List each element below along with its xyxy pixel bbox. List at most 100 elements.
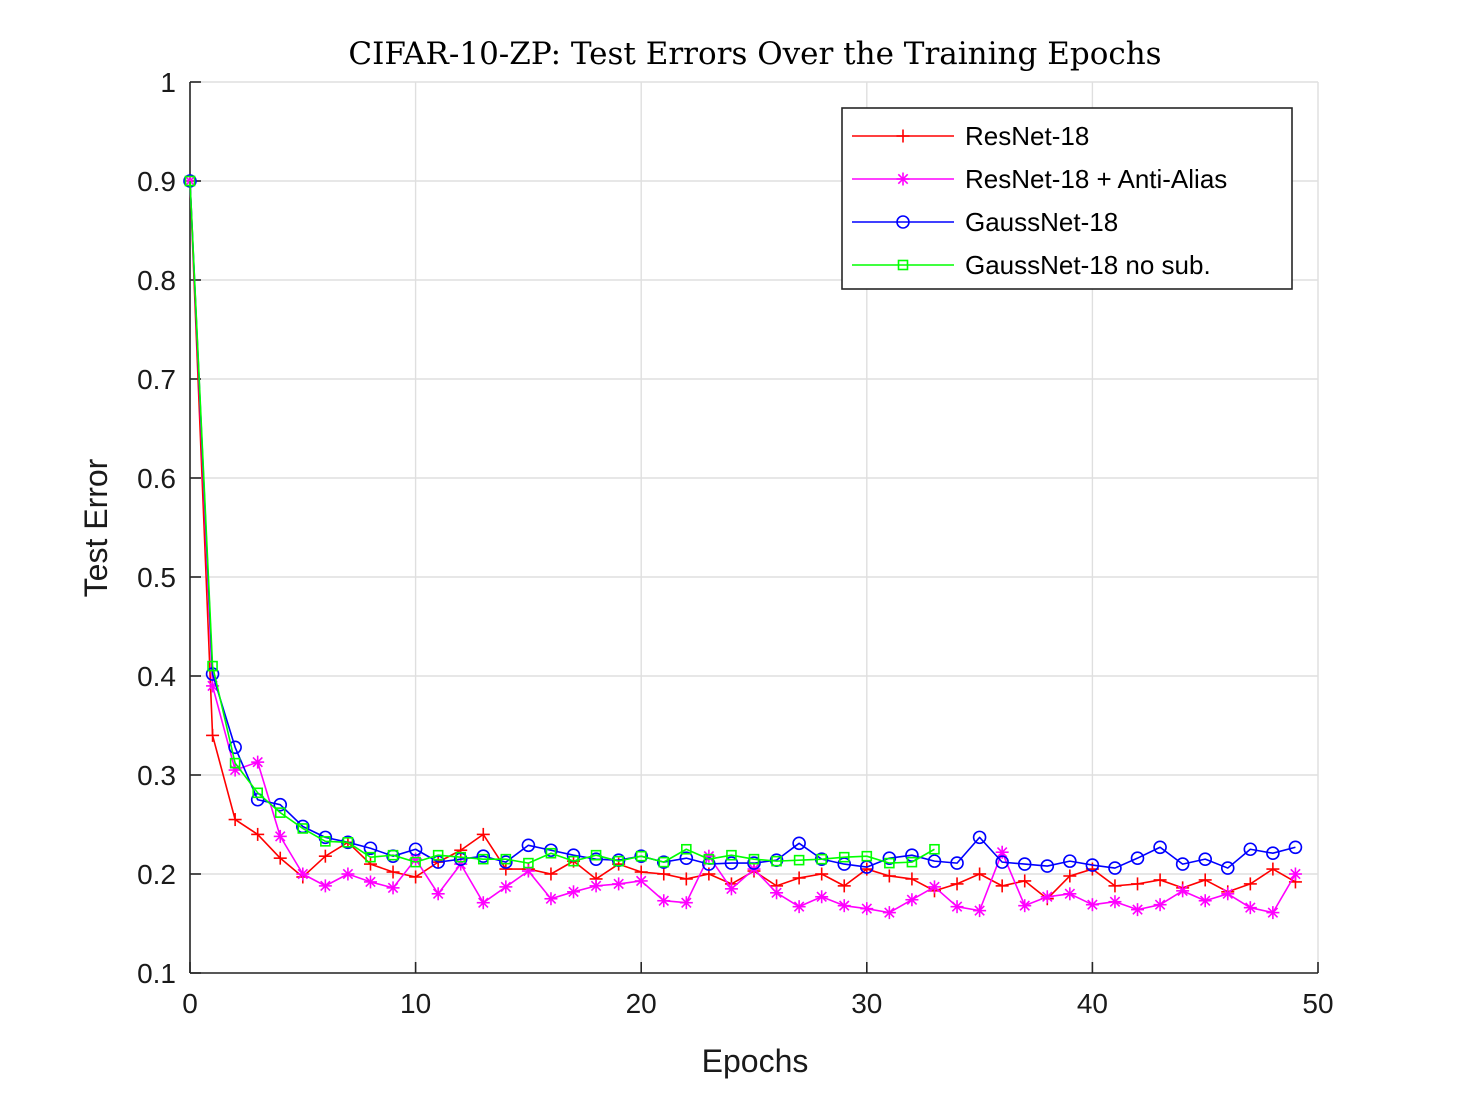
data-point bbox=[590, 849, 602, 861]
data-point bbox=[363, 841, 378, 856]
y-tick-label: 0.8 bbox=[137, 265, 176, 296]
y-tick-label: 0.1 bbox=[137, 958, 176, 989]
data-point bbox=[635, 850, 647, 862]
data-point bbox=[318, 849, 332, 863]
data-point bbox=[837, 857, 852, 871]
data-point bbox=[544, 892, 558, 906]
legend-item: ResNet-18 + Anti-Alias bbox=[852, 164, 1227, 194]
data-point bbox=[545, 847, 557, 859]
data-point bbox=[816, 853, 827, 865]
data-point bbox=[544, 867, 558, 881]
data-point bbox=[476, 827, 490, 841]
data-point bbox=[1198, 894, 1212, 908]
data-point bbox=[410, 856, 421, 868]
data-point bbox=[792, 871, 806, 885]
x-tick-label: 30 bbox=[851, 988, 882, 1019]
data-point bbox=[1040, 859, 1055, 873]
data-point bbox=[613, 855, 624, 867]
data-point bbox=[657, 867, 671, 881]
data-point bbox=[815, 867, 829, 881]
data-point bbox=[656, 855, 671, 869]
data-point bbox=[251, 827, 265, 841]
x-axis-label: Epochs bbox=[702, 1043, 809, 1079]
data-point bbox=[568, 855, 579, 867]
data-point bbox=[251, 755, 265, 769]
y-tick-label: 0.3 bbox=[137, 760, 176, 791]
data-point bbox=[476, 896, 490, 910]
tick-labels: 0 10 20 30 40 50 0.1 0.2 0.3 0.4 0.5 0.6 0.7 0.8 0.9 1 bbox=[137, 67, 1334, 1019]
data-point bbox=[905, 872, 919, 886]
data-point bbox=[500, 853, 512, 865]
data-point bbox=[454, 843, 468, 857]
data-point bbox=[724, 882, 738, 896]
legend-marker bbox=[896, 129, 910, 143]
data-point bbox=[950, 856, 964, 870]
data-point bbox=[521, 838, 536, 853]
data-point bbox=[793, 854, 805, 866]
data-point bbox=[228, 740, 242, 755]
legend-label: ResNet-18 + Anti-Alias bbox=[965, 164, 1227, 194]
data-point bbox=[1018, 874, 1032, 888]
data-point bbox=[1108, 879, 1122, 893]
data-point bbox=[273, 829, 287, 843]
data-point bbox=[972, 830, 987, 845]
data-point bbox=[1153, 840, 1167, 855]
data-point bbox=[792, 836, 806, 851]
legend: ResNet-18 ResNet-18 + Anti-Alias GaussNet-… bbox=[841, 107, 1293, 290]
data-point bbox=[318, 879, 332, 893]
data-point bbox=[658, 856, 670, 868]
data-point bbox=[1221, 887, 1235, 901]
data-point bbox=[1153, 873, 1167, 887]
data-point bbox=[408, 842, 423, 857]
data-point bbox=[973, 904, 987, 918]
data-point bbox=[612, 877, 626, 891]
data-point bbox=[567, 885, 581, 899]
data-point bbox=[1198, 852, 1212, 866]
data-point bbox=[1063, 869, 1077, 883]
data-point bbox=[476, 849, 491, 863]
data-point bbox=[882, 869, 896, 883]
data-point bbox=[228, 813, 242, 827]
data-point bbox=[679, 872, 693, 886]
y-tick-label: 0.5 bbox=[137, 562, 176, 593]
data-point bbox=[499, 855, 513, 869]
data-point bbox=[274, 807, 286, 818]
data-point bbox=[1153, 898, 1167, 912]
series-group bbox=[183, 174, 1303, 920]
data-point bbox=[882, 851, 897, 865]
legend-item: GaussNet-18 no sub. bbox=[852, 250, 1211, 280]
data-point bbox=[1198, 873, 1212, 887]
data-point bbox=[1018, 899, 1032, 913]
data-point bbox=[1108, 895, 1122, 909]
data-point bbox=[363, 857, 377, 871]
axes bbox=[189, 81, 1319, 974]
data-point bbox=[884, 857, 895, 869]
data-point bbox=[184, 175, 196, 187]
data-point bbox=[726, 849, 737, 861]
data-point bbox=[431, 887, 445, 901]
y-axis-label: Test Error bbox=[78, 458, 114, 597]
chart-title: CIFAR-10-ZP: Test Errors Over the Traini… bbox=[348, 36, 1161, 72]
data-point bbox=[1266, 862, 1280, 876]
series-line bbox=[189, 180, 1296, 869]
data-point bbox=[1175, 857, 1190, 871]
data-point bbox=[1176, 884, 1190, 898]
data-point bbox=[679, 896, 693, 910]
data-point bbox=[771, 855, 782, 867]
data-point bbox=[477, 853, 489, 865]
data-point bbox=[703, 853, 715, 865]
y-tick-label: 0.7 bbox=[137, 364, 176, 395]
data-point bbox=[882, 906, 896, 920]
data-point bbox=[499, 880, 513, 894]
data-point bbox=[341, 867, 355, 881]
data-point bbox=[792, 900, 806, 914]
data-point bbox=[927, 854, 942, 868]
data-point bbox=[320, 836, 331, 847]
data-point bbox=[950, 877, 964, 891]
legend-label: ResNet-18 bbox=[965, 121, 1089, 151]
x-tick-label: 10 bbox=[400, 988, 431, 1019]
data-point bbox=[1085, 898, 1099, 912]
legend-label: GaussNet-18 bbox=[965, 207, 1118, 237]
